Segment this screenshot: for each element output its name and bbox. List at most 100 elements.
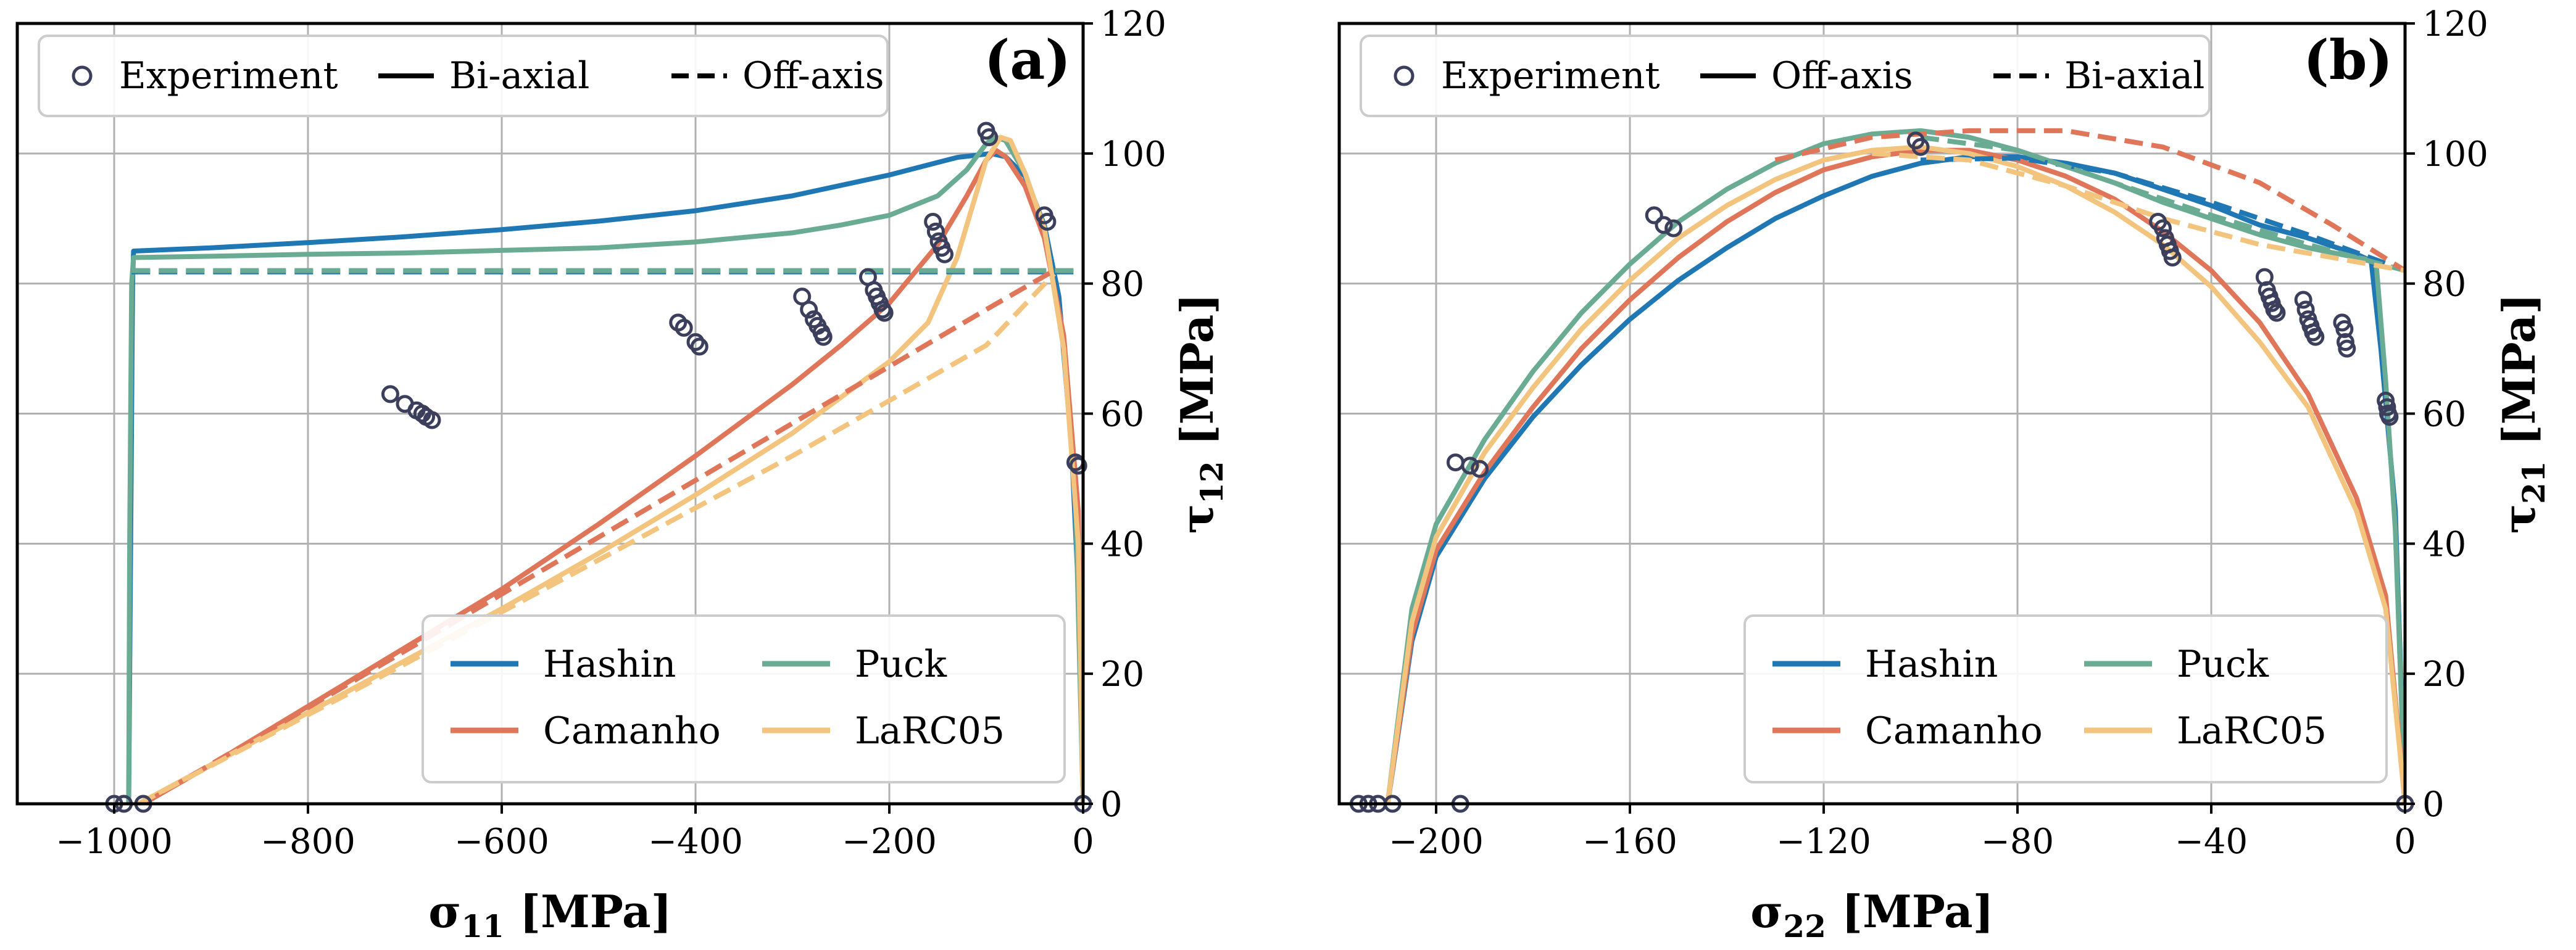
experiment-point <box>2267 304 2286 322</box>
y-label-subscript: 12 <box>1194 461 1230 504</box>
experiment-point <box>800 300 818 319</box>
legend-style: Experiment Off-axis Bi-axial <box>1360 35 2211 117</box>
panel-a: −1000 −800 −600 −400 −200 00 20 40 60 80 100 120 σ11… <box>15 4 1230 944</box>
experiment-point <box>814 328 833 346</box>
y-tick-label: 60 <box>1100 395 1144 435</box>
legend-criteria-label: LaRC05 <box>855 709 1005 753</box>
experiment-point <box>686 333 705 352</box>
series-camanho-solid <box>142 147 1083 804</box>
x-tick-label: −200 <box>1389 822 1484 862</box>
legend-style-label: Off-axis <box>1771 54 1913 97</box>
y-tick-label: 0 <box>1100 785 1123 825</box>
y-tick-label: 40 <box>1100 524 1144 564</box>
legend-style-label: Off-axis <box>742 54 884 97</box>
x-tick-label: −400 <box>648 822 743 862</box>
y-label-main: τ <box>1171 504 1223 534</box>
y-axis-label: τ21 [MPa] <box>2493 294 2552 534</box>
experiment-point <box>2338 339 2356 358</box>
x-axis-label: σ22 [MPa] <box>1750 885 1993 944</box>
legend-style-box <box>1360 35 2211 117</box>
legend-style-label: Bi-axial <box>2064 54 2204 97</box>
x-axis-label: σ11 [MPa] <box>428 885 671 944</box>
x-tick-label: −120 <box>1776 822 1871 862</box>
x-label-subscript: 11 <box>461 908 504 944</box>
y-tick-label: 100 <box>2422 134 2488 175</box>
legend-criteria-box <box>1743 614 2388 783</box>
legend-style-label: Experiment <box>1441 54 1660 97</box>
experiment-point <box>1069 456 1087 475</box>
series-camanho-solid <box>1385 147 2405 804</box>
legend-criteria: Hashin Puck Camanho LaRC05 <box>422 614 1066 783</box>
legend-criteria-box <box>422 614 1066 783</box>
y-tick-label: 20 <box>2422 655 2466 695</box>
legend-style-label: Experiment <box>119 54 338 97</box>
legend-criteria-label: Puck <box>855 643 947 686</box>
y-label-subscript: 21 <box>2516 461 2552 504</box>
experiment-point <box>1664 219 1683 238</box>
x-tick-label: −800 <box>260 822 355 862</box>
experiment-point <box>1655 216 1673 234</box>
legend-criteria-label: Camanho <box>1865 709 2043 753</box>
experiment-point <box>980 128 999 146</box>
y-label-unit: [MPa] <box>2493 294 2545 461</box>
legend-style-label: Bi-axial <box>449 54 589 97</box>
experiment-point <box>1645 206 1663 225</box>
legend-experiment-marker <box>1394 65 1415 86</box>
y-tick-label: 20 <box>1100 655 1144 695</box>
legend-style: Experiment Bi-axial Off-axis <box>38 35 889 117</box>
experiment-point <box>935 245 954 263</box>
experiment-point <box>1461 456 1479 475</box>
experiment-point <box>2294 291 2312 309</box>
series-camanho-dashed <box>1774 128 2405 273</box>
experiment-point <box>1471 460 1489 478</box>
experiment-point <box>1911 138 1930 156</box>
x-axis: −1000 −800 −600 −400 −200 0 <box>56 804 1094 862</box>
series-hashin-solid <box>126 151 1083 804</box>
series-larc05-solid <box>1385 144 2405 804</box>
experiment-point <box>2378 398 2396 416</box>
y-tick-label: 40 <box>2422 524 2466 564</box>
legend-experiment-marker <box>72 65 93 86</box>
y-tick-label: 120 <box>1100 4 1166 44</box>
experiment-point <box>1038 213 1057 231</box>
panel-tag: (a) <box>984 28 1071 92</box>
series-group <box>1385 128 2405 804</box>
experiment-point <box>423 411 441 429</box>
experiment-point <box>2380 408 2399 426</box>
panel-tag: (b) <box>2303 28 2393 92</box>
experiment-point <box>2335 320 2354 338</box>
experiment-point <box>690 337 708 356</box>
y-label-main: τ <box>2493 504 2545 534</box>
experiment-point <box>926 222 945 241</box>
series-hashin-dashed <box>1920 155 2405 273</box>
series-larc05-dashed <box>137 272 1056 804</box>
y-tick-label: 0 <box>2422 785 2445 825</box>
legend-criteria-label: Hashin <box>1865 643 1998 686</box>
x-label-unit: [MPa] <box>1826 885 1994 938</box>
legend-criteria: Hashin Puck Camanho LaRC05 <box>1743 614 2388 783</box>
series-larc05-dashed <box>1872 151 2405 273</box>
x-tick-label: −1000 <box>56 822 172 862</box>
x-label-main: σ <box>428 885 461 938</box>
legend-criteria-label: Puck <box>2177 643 2269 686</box>
y-tick-label: 80 <box>2422 265 2466 305</box>
legend-criteria-label: Camanho <box>543 709 721 753</box>
x-tick-label: −160 <box>1582 822 1677 862</box>
x-tick-label: −80 <box>1981 822 2054 862</box>
experiment-point <box>675 318 693 337</box>
x-label-subscript: 22 <box>1783 908 1826 944</box>
y-label-unit: [MPa] <box>1171 294 1223 461</box>
x-label-main: σ <box>1750 885 1783 938</box>
experiment-point <box>2296 300 2315 319</box>
y-tick-label: 80 <box>1100 265 1144 305</box>
panel-b: −200 −160 −120 −80 −40 00 20 40 60 80 100 120 σ22 [M… <box>1337 4 2552 944</box>
experiment-point <box>2306 328 2325 346</box>
y-tick-label: 60 <box>2422 395 2466 435</box>
experiment-point <box>2154 219 2172 238</box>
experiment-markers <box>105 122 1092 813</box>
x-tick-label: −600 <box>454 822 549 862</box>
x-axis: −200 −160 −120 −80 −40 0 <box>1389 804 2416 862</box>
experiment-point <box>924 213 942 231</box>
